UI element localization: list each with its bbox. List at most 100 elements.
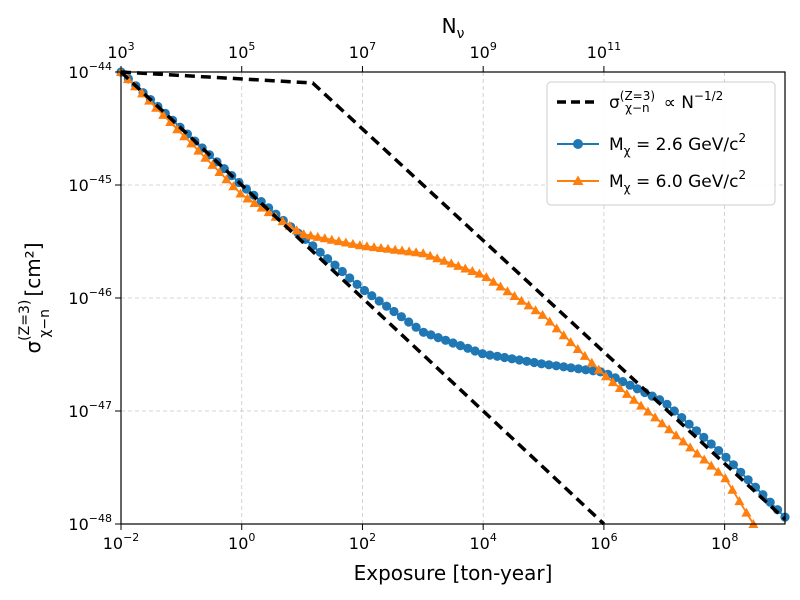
data-point-triangle: [614, 383, 625, 392]
x-tick-label: 106: [590, 531, 617, 553]
top-tick-label: 109: [470, 40, 497, 62]
data-point-circle: [625, 380, 635, 390]
data-point-circle: [418, 327, 429, 337]
data-point-triangle: [439, 255, 450, 265]
data-point-triangle: [172, 124, 183, 134]
data-point-circle: [382, 301, 392, 311]
data-point-triangle: [291, 225, 302, 235]
data-point-triangle: [235, 188, 246, 198]
data-point-triangle: [551, 323, 562, 333]
data-point-triangle: [228, 181, 239, 191]
data-point-triangle: [544, 316, 555, 326]
series-layer: [116, 67, 790, 528]
data-point-triangle: [418, 248, 429, 258]
data-point-circle: [507, 354, 517, 364]
data-point-triangle: [383, 243, 393, 253]
data-point-circle: [581, 365, 591, 375]
data-point-circle: [315, 247, 325, 257]
data-point-triangle: [636, 400, 646, 410]
data-point-circle: [492, 351, 502, 361]
data-point-triangle: [333, 236, 344, 246]
data-point-circle: [684, 419, 694, 429]
data-point-circle: [367, 291, 377, 301]
data-point-triangle: [537, 309, 548, 319]
data-point-triangle: [158, 109, 169, 119]
data-point-triangle: [354, 240, 365, 250]
data-point-triangle: [460, 263, 471, 273]
data-point-triangle: [305, 230, 316, 240]
data-point-triangle: [741, 507, 752, 517]
x-tick-label: 102: [349, 531, 376, 553]
data-point-circle: [714, 446, 724, 456]
data-point-triangle: [607, 377, 618, 387]
data-point-triangle: [600, 371, 611, 381]
data-point-triangle: [221, 174, 232, 184]
data-point-triangle: [671, 430, 682, 440]
y-tick-label: 10−46: [68, 286, 112, 308]
data-point-triangle: [432, 253, 443, 263]
legend-frame: [546, 81, 776, 206]
data-point-circle: [743, 475, 753, 485]
top-axis-title: Nν: [442, 14, 465, 42]
data-point-circle: [337, 266, 347, 277]
data-point-triangle: [404, 246, 415, 256]
legend-label-orange: Mχ = 6.0 GeV/c2: [609, 168, 746, 195]
data-point-triangle: [249, 198, 260, 207]
data-point-triangle: [699, 454, 710, 464]
data-point-circle: [359, 285, 370, 296]
y-tick-label: 10−44: [68, 60, 112, 82]
data-point-triangle: [664, 424, 675, 434]
data-point-triangle: [361, 241, 372, 251]
data-point-circle: [411, 322, 421, 332]
data-point-circle: [389, 306, 399, 317]
y-tick-label: 10−48: [68, 512, 112, 534]
data-point-triangle: [706, 460, 717, 470]
data-point-triangle: [376, 243, 386, 252]
data-point-triangle: [572, 344, 583, 353]
top-axis-title-sub: ν: [457, 26, 465, 42]
data-point-triangle: [593, 364, 604, 374]
data-point-circle: [566, 363, 576, 373]
data-point-triangle: [369, 242, 379, 252]
data-point-triangle: [256, 202, 267, 212]
data-point-circle: [345, 273, 355, 283]
data-point-triangle: [319, 233, 330, 243]
x-tick-label: 10−2: [103, 531, 140, 553]
data-point-triangle: [509, 291, 520, 300]
data-point-triangle: [523, 300, 534, 310]
data-point-circle: [433, 333, 443, 343]
data-point-circle: [529, 357, 539, 368]
data-point-circle: [699, 432, 709, 442]
data-point-triangle: [650, 412, 661, 422]
data-point-triangle: [347, 238, 358, 248]
data-point-triangle: [488, 276, 499, 286]
x-tick-label: 100: [228, 531, 255, 553]
data-point-circle: [632, 384, 643, 394]
data-point-triangle: [277, 216, 288, 226]
legend-label-blue: Mχ = 2.6 GeV/c2: [609, 131, 746, 158]
data-point-triangle: [530, 305, 541, 315]
data-point-triangle: [179, 131, 190, 141]
data-point-triangle: [326, 234, 337, 244]
data-point-circle: [374, 296, 384, 306]
data-point-triangle: [727, 484, 738, 494]
top-tick-label: 107: [349, 40, 376, 62]
data-point-triangle: [481, 272, 492, 282]
guide-line: [119, 70, 606, 526]
data-point-circle: [573, 364, 584, 374]
data-point-triangle: [425, 250, 436, 260]
data-point-circle: [426, 330, 436, 340]
y-tick-label: 10−45: [68, 173, 112, 195]
data-point-triangle: [586, 357, 597, 367]
x-tick-label: 104: [470, 531, 497, 553]
data-point-triangle: [390, 244, 401, 254]
data-point-triangle: [446, 258, 457, 268]
data-point-circle: [500, 352, 510, 363]
data-point-circle: [485, 350, 495, 360]
data-point-triangle: [411, 247, 422, 257]
data-point-triangle: [516, 295, 527, 305]
data-point-triangle: [657, 418, 668, 428]
legend: σ(Z=3) χ−n ∝ N−1/2 Mχ = 2.6 GeV/c2 Mχ = 6.…: [546, 81, 776, 206]
data-point-triangle: [165, 117, 176, 126]
